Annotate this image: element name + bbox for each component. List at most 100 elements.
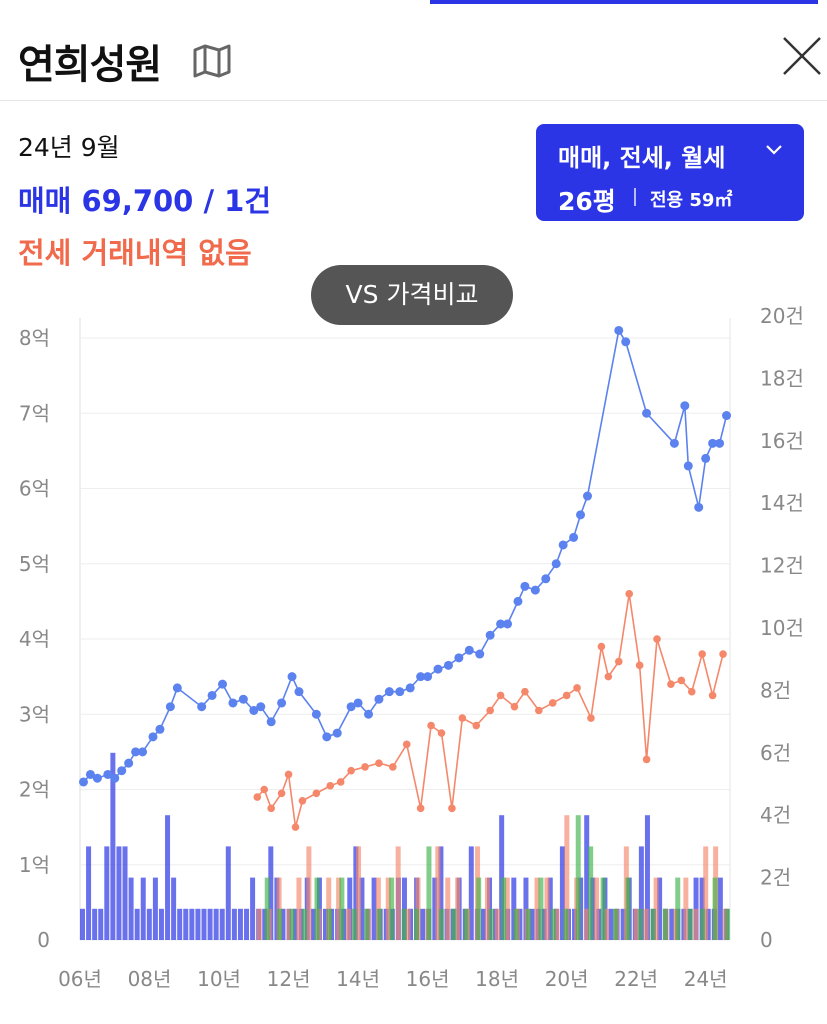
data-point xyxy=(405,683,415,693)
data-point xyxy=(266,717,276,727)
volume-bar xyxy=(289,908,295,940)
volume-bar xyxy=(268,846,274,940)
data-point xyxy=(485,630,495,640)
volume-bar xyxy=(669,908,675,940)
data-point xyxy=(448,804,456,813)
volume-bar xyxy=(484,877,490,940)
x-tick-label: 08년 xyxy=(128,967,172,991)
series-line xyxy=(82,328,728,783)
y-axis-right: 0 2건 4건 6건 8건 10건 12건 14건 16건 18건 20건 xyxy=(760,304,804,952)
data-point xyxy=(326,781,335,790)
volume-bar xyxy=(165,815,171,940)
volume-bar xyxy=(600,877,606,940)
data-point xyxy=(110,773,120,783)
volume-bar xyxy=(438,846,444,940)
map-icon[interactable] xyxy=(192,44,232,78)
y2-tick-label: 2건 xyxy=(760,866,791,890)
volume-bar xyxy=(355,846,361,940)
filter-size-label: 26평 xyxy=(558,187,616,216)
x-axis: 06년 08년 10년 12년 14년 16년 18년 20년 22년 24년 xyxy=(58,967,728,991)
volume-bar xyxy=(256,908,262,940)
volume-bar xyxy=(146,908,152,940)
volume-bar xyxy=(250,877,256,940)
x-tick-label: 18년 xyxy=(475,967,519,991)
volume-bar xyxy=(455,877,461,940)
data-point xyxy=(475,649,485,659)
filter-divider xyxy=(634,188,636,206)
y2-tick-label: 18건 xyxy=(760,366,804,390)
data-point xyxy=(443,660,453,670)
volume-bar xyxy=(189,908,195,940)
volume-bar xyxy=(195,908,201,940)
volume-bar xyxy=(306,846,312,940)
data-point xyxy=(437,729,446,737)
y-tick-label: 4억 xyxy=(19,627,50,651)
y2-tick-label: 14건 xyxy=(760,491,804,515)
volume-bar xyxy=(213,908,219,940)
volume-bar xyxy=(504,877,510,940)
data-point xyxy=(667,680,675,688)
data-point xyxy=(253,793,262,801)
volume-bar xyxy=(643,908,649,940)
data-point xyxy=(625,590,633,598)
y2-tick-label: 6건 xyxy=(760,741,791,765)
volume-bar xyxy=(529,908,535,940)
volume-bar xyxy=(414,908,420,940)
data-point xyxy=(346,702,356,712)
data-point xyxy=(719,650,727,658)
data-point xyxy=(520,581,530,591)
volume-bars xyxy=(80,752,731,940)
volume-bar xyxy=(359,877,365,940)
volume-bar xyxy=(326,908,332,940)
data-point xyxy=(138,747,148,757)
volume-bar xyxy=(517,908,523,940)
data-point xyxy=(416,804,425,813)
volume-bar xyxy=(613,908,619,940)
volume-bar xyxy=(110,752,116,940)
volume-bar xyxy=(158,908,164,940)
volume-bar xyxy=(683,877,689,940)
data-point xyxy=(464,645,474,655)
y2-tick-label: 8건 xyxy=(760,678,791,702)
volume-bar xyxy=(351,908,357,940)
data-point xyxy=(353,698,363,708)
volume-bar xyxy=(657,877,663,940)
data-point xyxy=(336,778,345,786)
volume-bar xyxy=(563,908,569,940)
y2-tick-label: 16건 xyxy=(760,429,804,453)
volume-bar xyxy=(376,908,382,940)
data-point xyxy=(249,705,259,715)
data-point xyxy=(322,732,332,742)
data-point xyxy=(402,740,411,749)
data-point xyxy=(687,687,696,696)
data-point xyxy=(291,823,300,831)
volume-bar xyxy=(237,908,243,940)
volume-bar xyxy=(264,877,270,940)
y-tick-label: 8억 xyxy=(19,326,50,350)
data-point xyxy=(562,691,571,700)
volume-bar xyxy=(703,846,709,940)
data-point xyxy=(256,702,266,712)
data-point xyxy=(715,438,725,448)
volume-bar xyxy=(364,908,370,940)
volume-bar xyxy=(559,846,565,940)
compare-price-button[interactable]: VS 가격비교 xyxy=(311,265,513,325)
data-point xyxy=(621,337,631,347)
data-point xyxy=(604,672,613,681)
volume-bar xyxy=(80,908,85,940)
data-point xyxy=(694,502,704,512)
data-point xyxy=(454,653,464,663)
volume-bar xyxy=(700,908,706,940)
volume-bar xyxy=(476,877,482,940)
close-button[interactable] xyxy=(780,34,824,78)
data-point xyxy=(573,684,581,692)
close-icon xyxy=(783,37,821,75)
data-point xyxy=(535,706,543,715)
y-tick-label: 0 xyxy=(37,928,50,952)
trade-type-filter-button[interactable]: 매매, 전세, 월세 26평 전용 59㎡ xyxy=(536,124,804,221)
volume-bar xyxy=(584,815,590,940)
volume-bar xyxy=(385,877,391,940)
volume-bar xyxy=(128,877,134,940)
y2-tick-label: 10건 xyxy=(760,616,804,640)
volume-bar xyxy=(468,846,474,940)
